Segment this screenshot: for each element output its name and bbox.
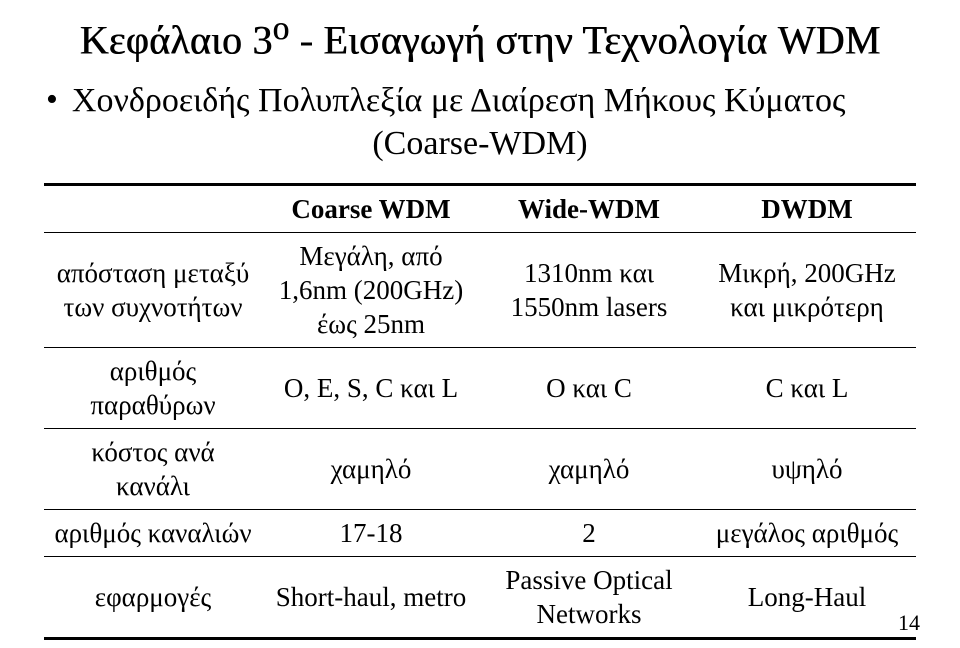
cell: Passive OpticalNetworks bbox=[480, 557, 698, 639]
bullet-line: • Χονδροειδής Πολυπλεξία με Διαίρεση Μήκ… bbox=[46, 81, 920, 121]
row-label: αριθμός καναλιών bbox=[44, 510, 262, 557]
cell: χαμηλό bbox=[262, 429, 480, 510]
header-coarse: Coarse WDM bbox=[262, 185, 480, 233]
cell: 1310nm και1550nm lasers bbox=[480, 233, 698, 348]
table-row: κόστος ανάκανάλι χαμηλό χαμηλό υψηλό bbox=[44, 429, 916, 510]
cell: Short-haul, metro bbox=[262, 557, 480, 639]
cell: μεγάλος αριθμός bbox=[698, 510, 916, 557]
table-row: αριθμός καναλιών 17-18 2 μεγάλος αριθμός bbox=[44, 510, 916, 557]
cell: C και L bbox=[698, 348, 916, 429]
header-blank bbox=[44, 185, 262, 233]
header-dwdm: DWDM bbox=[698, 185, 916, 233]
cell: 17-18 bbox=[262, 510, 480, 557]
row-label: εφαρμογές bbox=[44, 557, 262, 639]
bullet-icon: • bbox=[46, 83, 58, 117]
cell: O, E, S, C και L bbox=[262, 348, 480, 429]
cell: Μικρή, 200GHzκαι μικρότερη bbox=[698, 233, 916, 348]
cell: χαμηλό bbox=[480, 429, 698, 510]
title-pre: Κεφάλαιο 3 bbox=[80, 17, 273, 62]
table-row: εφαρμογές Short-haul, metro Passive Opti… bbox=[44, 557, 916, 639]
row-label: αριθμόςπαραθύρων bbox=[44, 348, 262, 429]
bullet-text: Χονδροειδής Πολυπλεξία με Διαίρεση Μήκου… bbox=[72, 81, 846, 121]
subline: (Coarse-WDM) bbox=[40, 125, 920, 163]
cell: 2 bbox=[480, 510, 698, 557]
wdm-table: Coarse WDM Wide-WDM DWDM απόσταση μεταξύ… bbox=[44, 183, 916, 640]
cell: Long-Haul bbox=[698, 557, 916, 639]
title-post: - Εισαγωγή στην Τεχνολογία WDM bbox=[289, 17, 880, 62]
row-label: απόσταση μεταξύτων συχνοτήτων bbox=[44, 233, 262, 348]
cell: O και C bbox=[480, 348, 698, 429]
header-wide: Wide-WDM bbox=[480, 185, 698, 233]
table-header-row: Coarse WDM Wide-WDM DWDM bbox=[44, 185, 916, 233]
cell: υψηλό bbox=[698, 429, 916, 510]
page-title: Κεφάλαιο 3ο - Εισαγωγή στην Τεχνολογία W… bbox=[40, 10, 920, 63]
row-label: κόστος ανάκανάλι bbox=[44, 429, 262, 510]
page-number: 14 bbox=[898, 610, 920, 636]
table-row: απόσταση μεταξύτων συχνοτήτων Μεγάλη, απ… bbox=[44, 233, 916, 348]
table-row: αριθμόςπαραθύρων O, E, S, C και L O και … bbox=[44, 348, 916, 429]
title-sup: ο bbox=[272, 10, 289, 47]
cell: Μεγάλη, από1,6nm (200GHz)έως 25nm bbox=[262, 233, 480, 348]
